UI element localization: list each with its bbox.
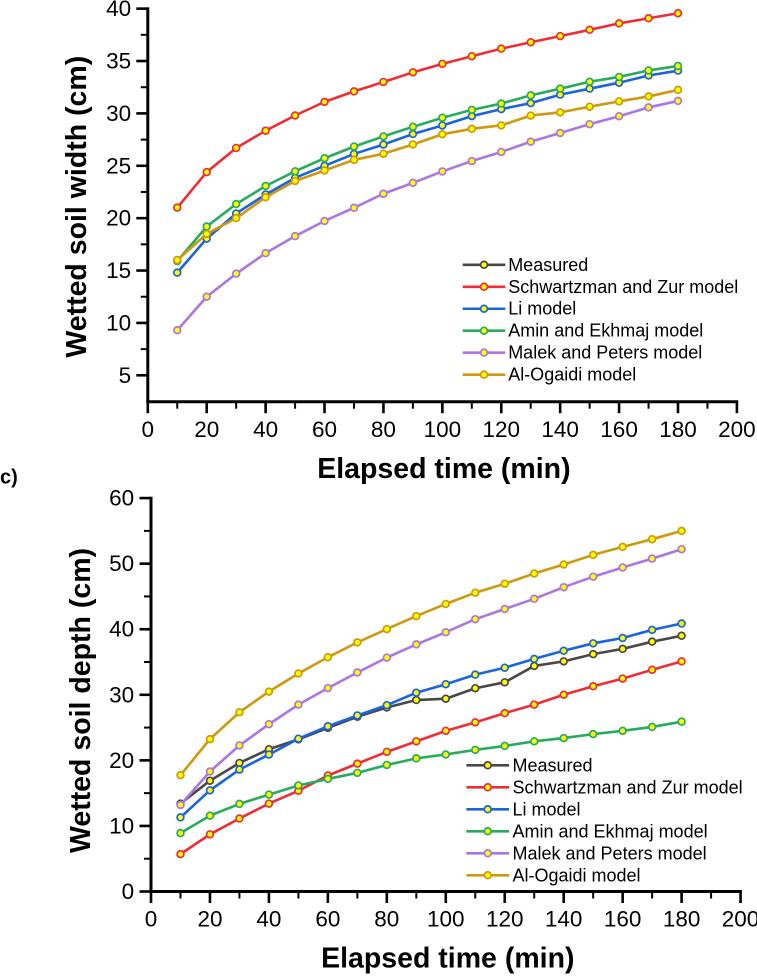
svg-text:Malek and Peters model: Malek and Peters model bbox=[513, 843, 707, 863]
svg-text:20: 20 bbox=[194, 417, 219, 442]
svg-text:Malek and Peters model: Malek and Peters model bbox=[508, 343, 702, 363]
svg-text:160: 160 bbox=[600, 417, 638, 442]
svg-text:160: 160 bbox=[604, 907, 642, 932]
svg-text:100: 100 bbox=[424, 417, 462, 442]
svg-text:40: 40 bbox=[106, 0, 131, 21]
svg-text:0: 0 bbox=[142, 417, 155, 442]
svg-text:25: 25 bbox=[106, 153, 131, 178]
svg-text:180: 180 bbox=[659, 417, 697, 442]
svg-text:Schwartzman and Zur model: Schwartzman and Zur model bbox=[513, 777, 743, 797]
svg-text:60: 60 bbox=[315, 907, 340, 932]
svg-text:30: 30 bbox=[106, 101, 131, 126]
svg-text:Measured: Measured bbox=[513, 755, 593, 775]
svg-text:100: 100 bbox=[427, 907, 465, 932]
svg-text:Measured: Measured bbox=[508, 255, 588, 275]
svg-text:Elapsed time (min): Elapsed time (min) bbox=[317, 453, 570, 485]
svg-text:80: 80 bbox=[371, 417, 396, 442]
svg-text:60: 60 bbox=[312, 417, 337, 442]
svg-text:15: 15 bbox=[106, 258, 131, 283]
svg-text:Al-Ogaidi model: Al-Ogaidi model bbox=[513, 865, 641, 885]
svg-text:Wetted soil depth (cm): Wetted soil depth (cm) bbox=[65, 548, 97, 853]
svg-text:Amin and Ekhmaj model: Amin and Ekhmaj model bbox=[513, 821, 708, 841]
svg-text:Elapsed time (min): Elapsed time (min) bbox=[321, 942, 574, 974]
svg-text:60: 60 bbox=[109, 486, 134, 511]
svg-text:50: 50 bbox=[109, 551, 134, 576]
svg-text:140: 140 bbox=[541, 417, 579, 442]
svg-text:200: 200 bbox=[718, 417, 756, 442]
svg-text:10: 10 bbox=[109, 813, 134, 838]
svg-text:Wetted soil width (cm): Wetted soil width (cm) bbox=[61, 56, 93, 358]
svg-text:140: 140 bbox=[545, 907, 583, 932]
svg-text:10: 10 bbox=[106, 310, 131, 335]
svg-text:40: 40 bbox=[253, 417, 278, 442]
svg-text:0: 0 bbox=[122, 879, 135, 904]
svg-text:40: 40 bbox=[109, 617, 134, 642]
svg-text:Schwartzman and Zur model: Schwartzman and Zur model bbox=[508, 277, 738, 297]
svg-text:40: 40 bbox=[256, 907, 281, 932]
svg-text:180: 180 bbox=[663, 907, 701, 932]
svg-text:120: 120 bbox=[482, 417, 520, 442]
svg-text:0: 0 bbox=[145, 907, 158, 932]
svg-text:200: 200 bbox=[722, 907, 757, 932]
svg-text:20: 20 bbox=[197, 907, 222, 932]
svg-text:20: 20 bbox=[109, 748, 134, 773]
svg-text:Amin and Ekhmaj model: Amin and Ekhmaj model bbox=[508, 321, 703, 341]
svg-text:c): c) bbox=[0, 467, 18, 489]
svg-text:Li model: Li model bbox=[513, 799, 581, 819]
svg-text:Li model: Li model bbox=[508, 299, 576, 319]
svg-text:20: 20 bbox=[106, 206, 131, 231]
svg-text:5: 5 bbox=[119, 363, 132, 388]
svg-text:30: 30 bbox=[109, 682, 134, 707]
svg-text:120: 120 bbox=[486, 907, 524, 932]
svg-text:Al-Ogaidi model: Al-Ogaidi model bbox=[508, 365, 636, 385]
svg-text:80: 80 bbox=[374, 907, 399, 932]
svg-text:35: 35 bbox=[106, 49, 131, 74]
